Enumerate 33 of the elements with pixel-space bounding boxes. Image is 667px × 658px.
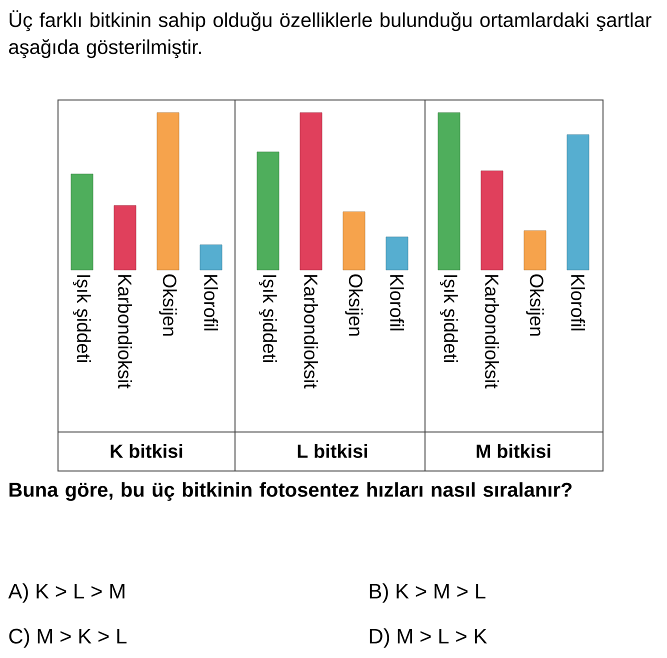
bar (386, 236, 408, 270)
x-tick-label: Klorofil (571, 275, 585, 330)
bar (256, 152, 280, 270)
text: Üç farklı bitkinin sahip olduğu özelliklerle bulunduğu ortamlardaki şartlar aşağıda gösterilmiştir. (9, 10, 652, 58)
bar (342, 212, 366, 270)
bar (200, 244, 222, 270)
bar (300, 112, 322, 270)
bar (438, 112, 460, 270)
x-tick-label: Işık şiddeti (440, 275, 458, 362)
x-axis-title: K bitkisi (110, 444, 182, 458)
x-axis-title: L bitkisi (298, 444, 368, 458)
x-tick-label: Oksijen (345, 274, 363, 336)
bar (524, 230, 546, 270)
x-axis-title: M bitkisi (476, 444, 550, 458)
x-tick-label: Karbondioksit (118, 275, 132, 388)
bar (566, 134, 590, 270)
text: C) M > K > L (9, 628, 127, 648)
x-tick-label: Oksijen (159, 274, 177, 336)
text: D) M > L > K (370, 628, 487, 648)
x-tick-label: Klorofil (390, 275, 404, 330)
x-tick-label: Oksijen (526, 274, 544, 336)
bar (70, 174, 94, 270)
x-tick-label: Karbondioksit (304, 275, 318, 388)
bar (480, 170, 504, 270)
bar (114, 205, 136, 270)
x-tick-label: Işık şiddeti (73, 275, 91, 362)
text: B) K > M > L (370, 583, 486, 603)
x-tick-label: Karbondioksit (485, 275, 499, 388)
text: Buna göre, bu üç bitkinin fotosentez hızları nasıl sıralanır? (10, 482, 572, 501)
text: A) K > L > M (8, 583, 124, 603)
x-tick-label: Işık şiddeti (259, 275, 277, 362)
x-tick-label: Klorofil (204, 275, 218, 330)
bar (156, 112, 180, 270)
